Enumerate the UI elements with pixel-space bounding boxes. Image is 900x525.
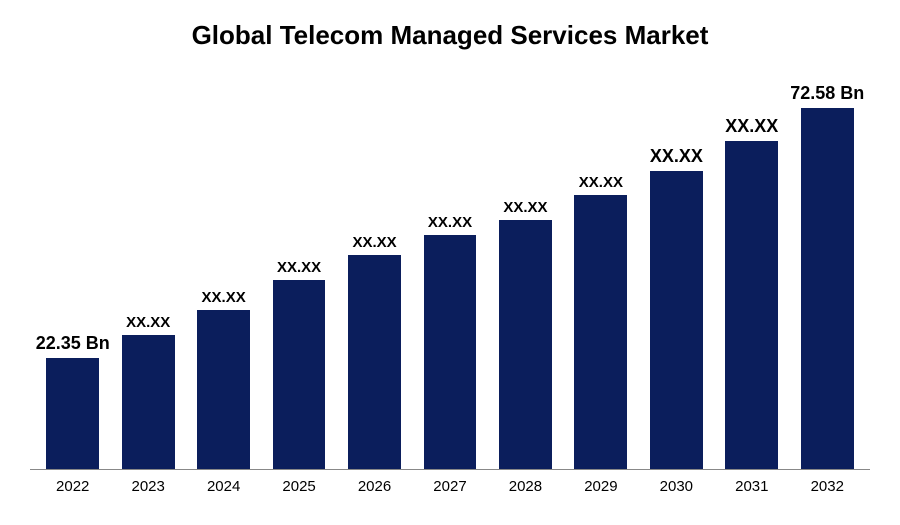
bar-group: XX.XX — [261, 71, 336, 469]
x-axis-tick: 2030 — [639, 478, 714, 495]
bar — [499, 220, 552, 469]
plot-area: 22.35 Bn XX.XX XX.XX XX.XX XX.XX XX.XX X… — [30, 71, 870, 495]
bar-value-label: 22.35 Bn — [36, 333, 110, 354]
bar-value-label: XX.XX — [428, 214, 472, 231]
bar-value-label: XX.XX — [126, 314, 170, 331]
x-axis-tick: 2022 — [35, 478, 110, 495]
bar — [122, 335, 175, 469]
bar — [348, 255, 401, 469]
x-axis-tick: 2031 — [714, 478, 789, 495]
bar — [574, 195, 627, 469]
x-axis-tick: 2023 — [110, 478, 185, 495]
bar-group: XX.XX — [714, 71, 789, 469]
x-axis-tick: 2026 — [337, 478, 412, 495]
x-axis-tick: 2024 — [186, 478, 261, 495]
bar-group: XX.XX — [110, 71, 185, 469]
chart-title: Global Telecom Managed Services Market — [30, 20, 870, 51]
bar-group: XX.XX — [488, 71, 563, 469]
bar — [273, 280, 326, 469]
bar-value-label: XX.XX — [202, 289, 246, 306]
bar-value-label: XX.XX — [352, 234, 396, 251]
chart-container: Global Telecom Managed Services Market 2… — [0, 0, 900, 525]
x-axis-tick: 2025 — [261, 478, 336, 495]
bar-value-label: XX.XX — [725, 116, 778, 137]
x-axis: 2022 2023 2024 2025 2026 2027 2028 2029 … — [30, 470, 870, 495]
bar-group: XX.XX — [563, 71, 638, 469]
bar — [46, 358, 99, 469]
bar-group: XX.XX — [639, 71, 714, 469]
bar-group: 72.58 Bn — [790, 71, 865, 469]
x-axis-tick: 2028 — [488, 478, 563, 495]
bar — [650, 171, 703, 470]
bar — [424, 235, 477, 469]
bar-group: 22.35 Bn — [35, 71, 110, 469]
x-axis-tick: 2027 — [412, 478, 487, 495]
bar-group: XX.XX — [337, 71, 412, 469]
bar-group: XX.XX — [412, 71, 487, 469]
bar-value-label: 72.58 Bn — [790, 83, 864, 104]
bar-value-label: XX.XX — [650, 146, 703, 167]
bars-region: 22.35 Bn XX.XX XX.XX XX.XX XX.XX XX.XX X… — [30, 71, 870, 470]
bar-value-label: XX.XX — [579, 174, 623, 191]
bar-value-label: XX.XX — [277, 259, 321, 276]
x-axis-tick: 2032 — [790, 478, 865, 495]
bar-value-label: XX.XX — [503, 199, 547, 216]
bar — [197, 310, 250, 469]
bar-group: XX.XX — [186, 71, 261, 469]
bar — [801, 108, 854, 469]
bar — [725, 141, 778, 469]
x-axis-tick: 2029 — [563, 478, 638, 495]
